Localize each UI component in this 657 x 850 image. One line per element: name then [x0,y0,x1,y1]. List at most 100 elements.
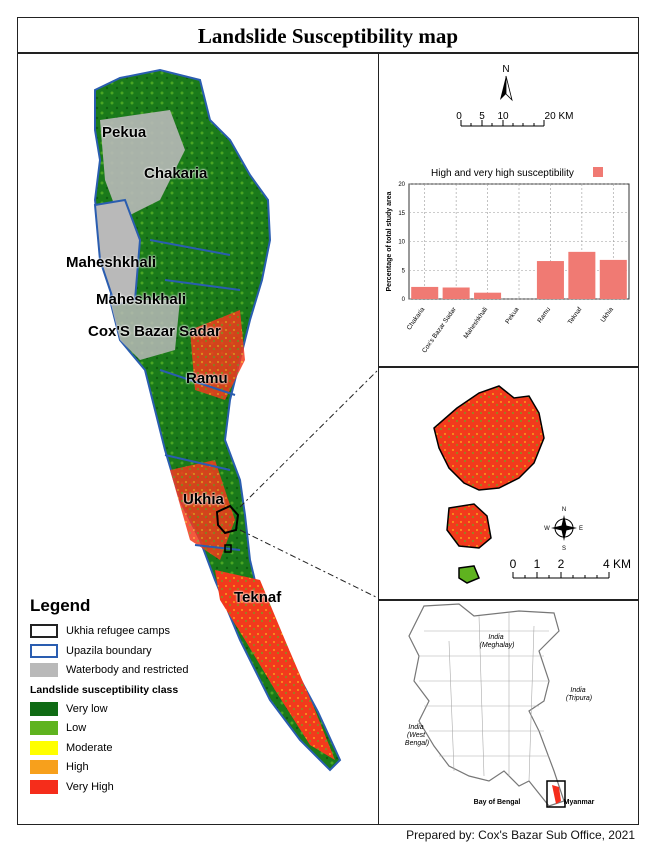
place-label-chakaria: Chakaria [144,165,208,182]
class-legend-swatch [30,760,58,774]
chart-category-label: Maheshkhali [463,306,490,340]
zoom-connector-top [239,369,379,508]
chart-bar [536,261,564,299]
locator-wb-3: Bengal) [405,740,429,747]
feature-legend-label: Ukhia refugee camps [66,625,170,637]
chart-category-label: Teknaf [567,306,584,326]
title-box: Landslide Susceptibility map [17,17,639,53]
zoom-scale-1: 1 [534,557,541,571]
chart-category-label: Ramu [536,306,552,325]
scale-main-tick-0: 0 [456,111,462,122]
chart-legend-swatch [593,167,603,177]
svg-text:India (Meghalay): India (Meghalay) [479,634,514,649]
high-zone-teknaf [215,570,335,760]
locator-wb-1: India [408,724,423,731]
chart-ytick-label: 10 [398,240,405,246]
scale-main-tick-5: 5 [479,111,485,122]
chart-ytick-label: 15 [398,211,405,217]
map-title: Landslide Susceptibility map [197,24,459,48]
feature-legend-row: Upazila boundary [30,642,220,662]
class-legend-label: Very High [66,780,114,793]
chart-bar [599,259,627,299]
class-legend-swatch [30,701,58,716]
class-legend-swatch [30,740,58,755]
class-legend-label: Very low [66,702,108,715]
chart-bar [442,287,470,299]
compass-n: N [562,507,566,513]
compass-s: S [562,546,566,552]
study-area-red [552,785,561,804]
legend-subtitle: Landslide susceptibility class [30,683,179,696]
zoom-panel: N S E W 0 1 2 4 KM [378,367,639,600]
locator-bay: Bay of Bengal [474,799,521,806]
chart-ytick-label: 5 [402,268,406,274]
zoom-scale-bar: 0 1 2 4 KM [510,557,631,579]
chart-ylabel: Percentage of total study area [386,191,393,291]
locator-map: India (Meghalay) India (Tripura) India (… [405,603,595,808]
chart-category-label: Ukhia [600,306,615,324]
chart-category-label: Cox's Bazar Sadar [421,305,458,354]
refugee-camp-small [224,544,232,553]
class-legend-swatch [30,721,58,735]
chart-bar [568,251,596,299]
chart-bar [474,292,502,299]
feature-legend-label: Upazila boundary [66,644,152,657]
locator-myanmar: Myanmar [564,799,595,806]
credit-text: Prepared by: Cox's Bazar Sub Office, 202… [406,828,635,842]
svg-text:India (Tripura): India (Tripura) [566,687,592,702]
zoom-scale-end: 4 KM [603,557,631,571]
class-legend-label: High [66,761,89,773]
feature-legend-row: Ukhia refugee camps [30,622,220,642]
scale-main-unit: 20 KM [545,111,574,122]
north-label: N [502,64,509,75]
study-area-box [546,780,566,808]
high-zone-ukhia [170,460,235,560]
legend: Legend Ukhia refugee camps Upazila bounda… [30,596,220,797]
zoom-map: N S E W 0 1 2 4 KM [433,385,631,584]
class-legend-label: Low [66,722,87,734]
chart-ytick-label: 0 [402,297,406,303]
district-grid [419,613,549,782]
camp-zoom-large [433,385,545,491]
feature-legend-swatch [30,643,58,658]
compass-w: W [544,526,550,532]
class-legend-label: Moderate [66,741,113,754]
place-label-coxs-bazar-sadar: Cox'S Bazar Sadar [88,323,221,340]
locator-wb-2: (West [407,732,426,739]
chart-bar [411,286,439,299]
scale-main-tick-10: 10 [497,111,509,122]
locator-panel: India (Meghalay) India (Tripura) India (… [378,600,639,825]
waterbody-area [100,110,185,220]
class-legend-swatch [30,779,58,794]
camp-zoom-middle [446,503,492,549]
chart-panel: N 0 5 10 20 KM High and very high suscep… [378,53,639,367]
compass-rose: N S E W [544,507,583,552]
camp-zoom-small [458,565,480,584]
place-label-maheshkhali-west: Maheshkhali [66,254,157,271]
locator-meghalay-1: India [488,634,503,641]
legend-title: Legend [30,596,91,615]
zoom-scale-2: 2 [558,557,565,571]
place-label-teknaf: Teknaf [234,589,282,606]
feature-legend-label: Waterbody and restricted [66,664,189,676]
refugee-camp-outline [215,504,240,535]
feature-legend-swatch [30,624,58,638]
feature-legend-swatch [30,663,58,677]
chart-ytick-label: 20 [398,182,405,188]
zoom-scale-0: 0 [510,557,517,571]
bangladesh-outline [408,603,565,807]
place-label-pekua: Pekua [102,124,147,141]
north-arrow: N [500,64,513,102]
coast-strip [110,300,180,360]
class-legend-row: Very low [30,700,220,720]
locator-meghalay-2: (Meghalay) [479,642,514,649]
chart-category-label: Chakaria [406,306,427,332]
zoom-connector-bottom [239,529,379,599]
locator-tripura-2: (Tripura) [566,695,592,702]
class-legend-row: Low [30,719,220,739]
chart-category-label: Pekua [504,306,521,325]
class-legend-row: High [30,758,220,778]
class-legend-row: Very High [30,778,220,798]
